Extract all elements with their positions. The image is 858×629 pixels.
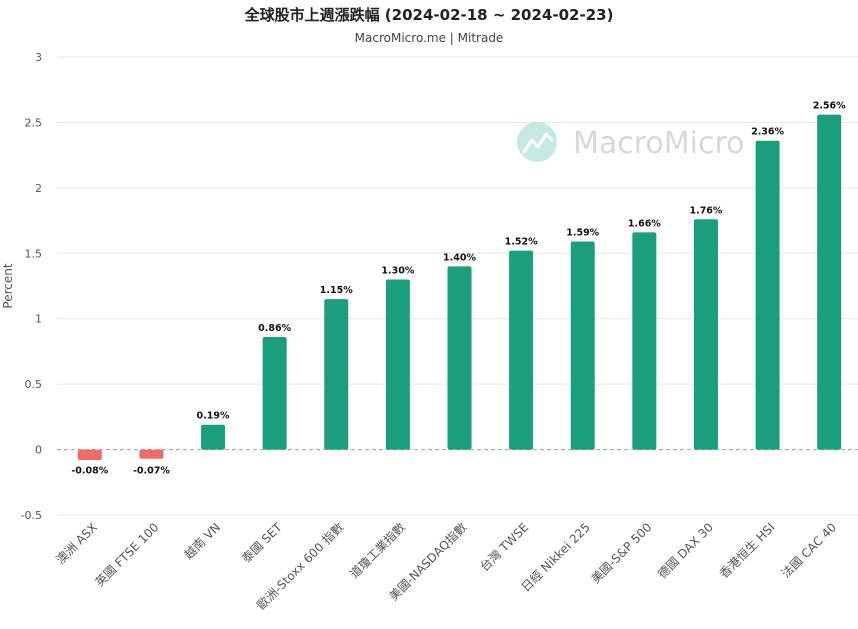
bar xyxy=(509,250,534,450)
data-label: 1.52% xyxy=(505,237,538,248)
bar xyxy=(570,241,595,450)
data-label: 0.86% xyxy=(258,323,291,334)
bar xyxy=(262,337,287,450)
bar xyxy=(139,449,164,459)
data-label: 1.40% xyxy=(443,252,476,263)
bar xyxy=(632,232,657,450)
y-axis-ticks: -0.5 0 0.5 1 1.5 2 2.5 3 xyxy=(21,51,42,522)
data-label: -0.08% xyxy=(71,466,108,477)
y-tick-label: 0.5 xyxy=(25,378,43,391)
data-labels: -0.08% -0.07% 0.19% 0.86% 1.15% 1.30% 1.40% 1.5… xyxy=(71,101,846,477)
x-tick-label: 泰國 SET xyxy=(239,520,285,566)
data-label: 1.15% xyxy=(320,285,353,296)
x-tick-label: 英國 FTSE 100 xyxy=(92,520,161,589)
bars xyxy=(77,114,842,461)
y-tick-label: 1.5 xyxy=(25,247,43,260)
data-label: 1.66% xyxy=(628,218,661,229)
data-label: 2.36% xyxy=(751,127,784,138)
data-label: 1.59% xyxy=(566,228,599,239)
bar xyxy=(755,140,780,450)
data-label: -0.07% xyxy=(133,466,170,477)
bar xyxy=(447,266,472,450)
data-label: 2.56% xyxy=(813,101,846,112)
y-tick-label: -0.5 xyxy=(21,509,42,522)
x-tick-label: 法國 CAC 40 xyxy=(779,520,840,581)
watermark-text: MacroMicro xyxy=(573,126,745,161)
x-tick-label: 香港恒生 HSI xyxy=(717,520,778,581)
bar xyxy=(693,219,718,450)
data-label: 1.76% xyxy=(689,205,722,216)
bar xyxy=(201,424,226,450)
bar xyxy=(385,279,410,450)
bar xyxy=(817,114,842,450)
macromicro-logo-icon xyxy=(517,122,557,162)
y-tick-label: 2.5 xyxy=(25,116,43,129)
data-label: 1.30% xyxy=(381,265,414,276)
watermark: MacroMicro xyxy=(517,122,745,162)
x-tick-label: 道瓊工業指數 xyxy=(346,520,408,582)
y-axis-label: Percent xyxy=(1,263,15,308)
x-tick-label: 德國 DAX 30 xyxy=(654,520,716,582)
x-tick-label: 澳洲 ASX xyxy=(53,520,100,567)
x-tick-label: 美國-S&P 500 xyxy=(589,520,655,586)
y-tick-label: 2 xyxy=(35,182,42,195)
bar xyxy=(324,299,349,450)
y-tick-label: 3 xyxy=(35,51,42,64)
data-label: 0.19% xyxy=(197,411,230,422)
y-tick-label: 1 xyxy=(35,313,42,326)
y-tick-label: 0 xyxy=(35,444,42,457)
x-tick-label: 台灣 TWSE xyxy=(477,520,532,575)
chart-subtitle: MacroMicro.me | Mitrade xyxy=(355,31,504,45)
chart-title: 全球股市上週漲跌幅 (2024-02-18 ~ 2024-02-23) xyxy=(244,6,614,24)
bar xyxy=(77,449,102,461)
x-tick-label: 越南 VN xyxy=(181,520,223,562)
